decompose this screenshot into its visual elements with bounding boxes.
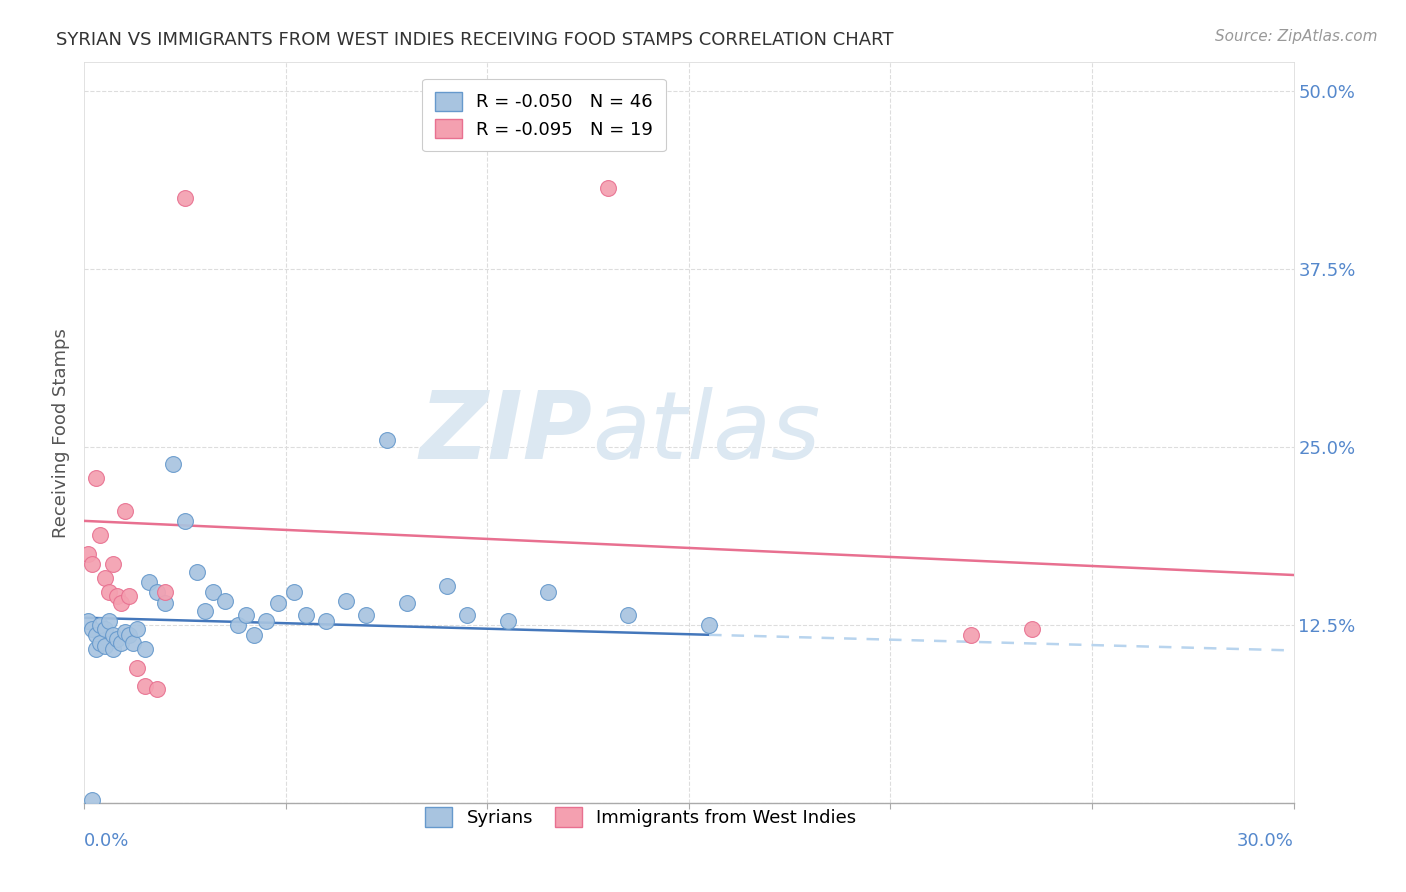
Point xyxy=(118,628,141,642)
Point xyxy=(436,579,458,593)
Point xyxy=(598,180,620,194)
Point xyxy=(146,585,169,599)
Point xyxy=(114,624,136,639)
Point xyxy=(93,622,115,636)
Point xyxy=(89,636,111,650)
Text: atlas: atlas xyxy=(592,387,821,478)
Point xyxy=(162,457,184,471)
Point xyxy=(697,617,720,632)
Point xyxy=(77,614,100,628)
Point xyxy=(202,585,225,599)
Point xyxy=(283,585,305,599)
Point xyxy=(395,597,418,611)
Point xyxy=(138,575,160,590)
Point xyxy=(226,617,249,632)
Point xyxy=(110,636,132,650)
Point xyxy=(186,565,208,579)
Point xyxy=(105,632,128,646)
Point xyxy=(356,607,378,622)
Point xyxy=(456,607,478,622)
Point xyxy=(121,636,143,650)
Point xyxy=(254,614,277,628)
Point xyxy=(960,628,983,642)
Point xyxy=(134,642,156,657)
Point xyxy=(101,557,124,571)
Point xyxy=(214,593,236,607)
Point xyxy=(101,628,124,642)
Point xyxy=(235,607,257,622)
Point xyxy=(375,433,398,447)
Point xyxy=(617,607,640,622)
Point xyxy=(93,639,115,653)
Point xyxy=(267,597,290,611)
Text: 0.0%: 0.0% xyxy=(84,832,129,850)
Point xyxy=(295,607,318,622)
Point xyxy=(77,547,100,561)
Point xyxy=(134,679,156,693)
Point xyxy=(496,614,519,628)
Point xyxy=(118,590,141,604)
Point xyxy=(86,642,108,657)
Point xyxy=(86,471,108,485)
Point xyxy=(82,622,104,636)
Point xyxy=(1021,622,1043,636)
Point xyxy=(174,514,197,528)
Point xyxy=(105,590,128,604)
Point xyxy=(146,681,169,696)
Point xyxy=(89,528,111,542)
Point xyxy=(174,191,197,205)
Point xyxy=(101,642,124,657)
Point xyxy=(537,585,560,599)
Y-axis label: Receiving Food Stamps: Receiving Food Stamps xyxy=(52,327,70,538)
Point xyxy=(93,571,115,585)
Point xyxy=(194,604,217,618)
Point xyxy=(97,614,120,628)
Text: ZIP: ZIP xyxy=(419,386,592,479)
Text: SYRIAN VS IMMIGRANTS FROM WEST INDIES RECEIVING FOOD STAMPS CORRELATION CHART: SYRIAN VS IMMIGRANTS FROM WEST INDIES RE… xyxy=(56,31,894,49)
Point xyxy=(110,597,132,611)
Point xyxy=(89,617,111,632)
Point xyxy=(335,593,357,607)
Point xyxy=(82,793,104,807)
Text: 30.0%: 30.0% xyxy=(1237,832,1294,850)
Point xyxy=(97,585,120,599)
Point xyxy=(82,557,104,571)
Point xyxy=(153,585,176,599)
Point xyxy=(125,622,148,636)
Point xyxy=(114,504,136,518)
Point xyxy=(86,628,108,642)
Point xyxy=(242,628,264,642)
Point xyxy=(125,660,148,674)
Point xyxy=(153,597,176,611)
Legend: Syrians, Immigrants from West Indies: Syrians, Immigrants from West Indies xyxy=(418,800,863,835)
Text: Source: ZipAtlas.com: Source: ZipAtlas.com xyxy=(1215,29,1378,44)
Point xyxy=(315,614,337,628)
